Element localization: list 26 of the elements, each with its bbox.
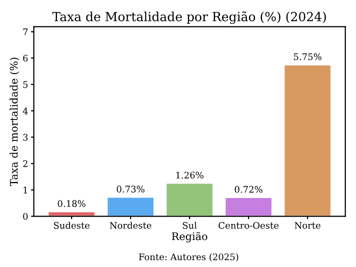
y-axis-title: Taxa de mortalidade (%) [10, 58, 20, 186]
x-axis-title: Região [172, 232, 208, 242]
bar [106, 196, 155, 216]
x-tick-label: Sudeste [54, 222, 90, 229]
x-tick-label: Nordeste [110, 222, 152, 229]
data-label: 0.72% [234, 186, 262, 193]
y-tick-label: 4 [22, 108, 28, 114]
bar [165, 182, 214, 216]
y-tick-label: 5 [23, 81, 28, 88]
data-label: 0.18% [58, 200, 86, 207]
x-tick-label: Norte [294, 222, 320, 229]
data-label: 5.75% [294, 53, 322, 60]
y-tick-label: 3 [23, 134, 28, 141]
source-note: Fonte: Autores (2025) [138, 253, 238, 262]
data-label: 0.73% [116, 186, 144, 192]
y-tick-label: 1 [24, 186, 27, 194]
x-tick-label: Centro-Oeste [218, 222, 279, 229]
bar [283, 64, 332, 216]
data-label: 1.26% [176, 172, 204, 179]
chart-title: Taxa de Mortalidade por Região (%) (2024) [52, 11, 326, 24]
y-tick-label: 7 [23, 28, 28, 36]
x-tick-label: Sul [182, 222, 197, 229]
y-tick-label: 2 [23, 160, 28, 167]
y-tick-label: 0 [23, 213, 28, 220]
bar [224, 196, 273, 216]
y-tick-label: 6 [23, 54, 28, 62]
